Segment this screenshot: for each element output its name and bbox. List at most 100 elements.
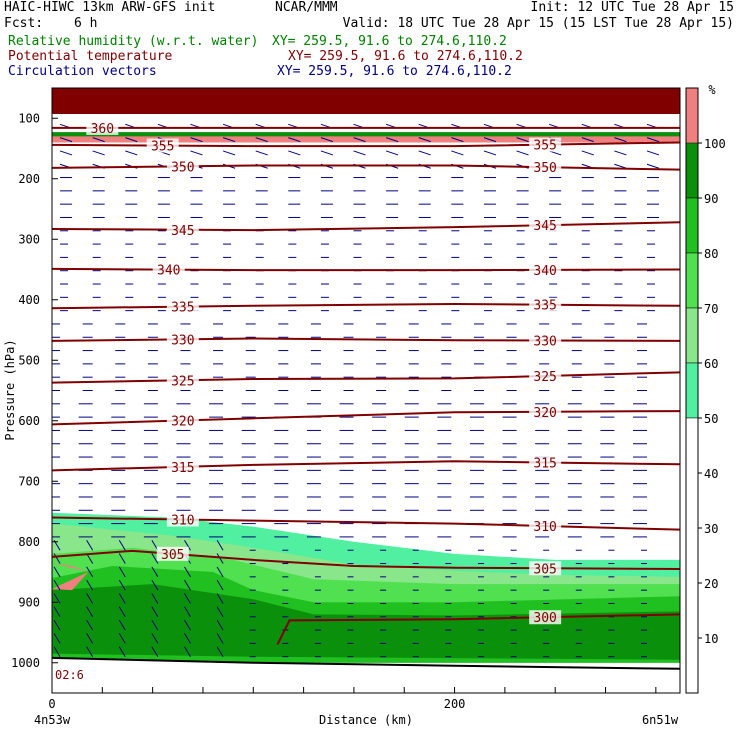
forecast-hours: 6 h <box>74 16 98 31</box>
contour-label-bg <box>529 297 562 312</box>
theta-contour-345 <box>52 221 680 232</box>
contour-label-bg <box>529 137 562 152</box>
terrain-line <box>51 656 681 670</box>
wind-vector <box>92 137 105 143</box>
wind-vector <box>118 539 126 551</box>
contour-label-335: 335 <box>533 299 556 314</box>
wind-vector <box>216 566 224 578</box>
contour-label-315: 315 <box>171 461 194 476</box>
terrain-height-label: 02:6 <box>55 668 84 682</box>
contour-label-310: 310 <box>171 514 194 529</box>
y-tick-label: 1000 <box>11 656 40 670</box>
wind-vector <box>151 566 159 578</box>
init-time: Init: 12 UTC Tue 28 Apr 15 <box>530 0 735 15</box>
contour-label-335: 335 <box>171 301 194 316</box>
wind-vector <box>53 646 61 657</box>
wind-vector <box>53 593 61 604</box>
relative-humidity-fill <box>52 132 680 693</box>
wind-vector <box>646 137 660 143</box>
theta-contour-355 <box>52 141 680 148</box>
wind-vector <box>151 579 159 591</box>
theta-contour-305 <box>52 549 680 570</box>
wind-vector <box>59 150 73 156</box>
valid-time: Valid: 18 UTC Tue 28 Apr 15 (15 LST Tue … <box>342 16 734 31</box>
field-name-theta: Potential temperature <box>8 49 173 64</box>
wind-vector <box>86 606 94 618</box>
org-label: NCAR/MMM <box>275 0 338 15</box>
plot-frame <box>51 87 681 694</box>
theta-contour-340 <box>52 267 680 272</box>
wind-vector <box>151 553 159 564</box>
contour-label-325: 325 <box>171 374 194 389</box>
theta-contour-350 <box>52 164 680 171</box>
wind-vector <box>125 137 138 143</box>
colorbar-segment-60 <box>685 307 699 364</box>
contour-label-bg <box>529 333 562 348</box>
wind-vector <box>151 619 159 631</box>
wind-vector <box>86 579 94 591</box>
wind-vector <box>288 150 301 156</box>
wind-vector <box>86 566 94 578</box>
contour-label-320: 320 <box>171 414 194 429</box>
field-xy-vectors: XY= 259.5, 91.6 to 274.6,110.2 <box>277 64 512 79</box>
colorbar-level-label: 10 <box>704 632 718 646</box>
rh-region-90 <box>52 584 680 660</box>
model-title: HAIC-HIWC 13km ARW-GFS init <box>4 0 216 15</box>
contour-label-bg <box>166 373 199 388</box>
wind-vector <box>59 137 73 143</box>
contour-label-bg <box>156 546 189 561</box>
wind-vector <box>516 137 529 143</box>
colorbar-segment-90 <box>685 142 699 199</box>
contour-label-bg <box>529 218 562 233</box>
wind-vector <box>216 619 224 631</box>
wind-vector <box>92 150 105 156</box>
contour-label-bg <box>529 368 562 383</box>
y-tick-label: 800 <box>18 535 40 549</box>
wind-vector <box>118 606 126 618</box>
wind-vector <box>581 137 594 143</box>
wind-vector <box>222 150 236 156</box>
contour-label-bg <box>86 120 119 135</box>
x-tick-label: 200 <box>444 697 466 711</box>
contour-label-bg <box>146 138 179 153</box>
contour-label-bg <box>529 455 562 470</box>
colorbar-segment-50 <box>685 362 699 419</box>
contour-label-355: 355 <box>151 140 174 155</box>
wind-vector <box>118 566 126 578</box>
wind-vector <box>288 137 301 143</box>
theta-contour-320 <box>52 410 680 426</box>
contour-label-bg <box>166 332 199 347</box>
wind-vector <box>451 137 464 143</box>
wind-vector <box>255 137 268 143</box>
wind-vector <box>614 150 627 156</box>
colorbar-level-label: 90 <box>704 192 718 206</box>
field-xy-rh: XY= 259.5, 91.6 to 274.6,110.2 <box>272 34 507 49</box>
x-start-location: 4n53w <box>34 713 71 727</box>
wind-vector <box>216 633 224 644</box>
contour-label-bg <box>529 160 562 175</box>
colorbar-segment-100plus <box>686 88 698 143</box>
wind-vector <box>320 137 334 143</box>
colorbar: 100 90 80 70 60 50 40 30 20 10 <box>685 87 726 694</box>
wind-vector <box>614 137 627 143</box>
wind-vector <box>118 646 126 657</box>
upper-boundary-band <box>52 88 680 114</box>
wind-vector <box>216 539 224 551</box>
contour-label-345: 345 <box>171 224 194 239</box>
wind-vector <box>53 566 61 578</box>
wind-vector <box>118 619 126 631</box>
contour-label-355: 355 <box>533 139 556 154</box>
wind-vector <box>53 553 61 564</box>
wind-vector <box>86 539 94 551</box>
wind-vector <box>118 553 126 564</box>
wind-vector <box>216 553 224 564</box>
y-tick-label: 900 <box>18 595 40 609</box>
rh-region-100 <box>52 562 89 591</box>
wind-vector <box>86 633 94 644</box>
wind-vector <box>255 150 268 156</box>
colorbar-level-label: 60 <box>704 357 718 371</box>
wind-vector <box>184 606 191 618</box>
x-tick-label: 0 <box>48 697 55 711</box>
wind-vector <box>151 646 159 657</box>
y-tick-label: 400 <box>18 293 40 307</box>
